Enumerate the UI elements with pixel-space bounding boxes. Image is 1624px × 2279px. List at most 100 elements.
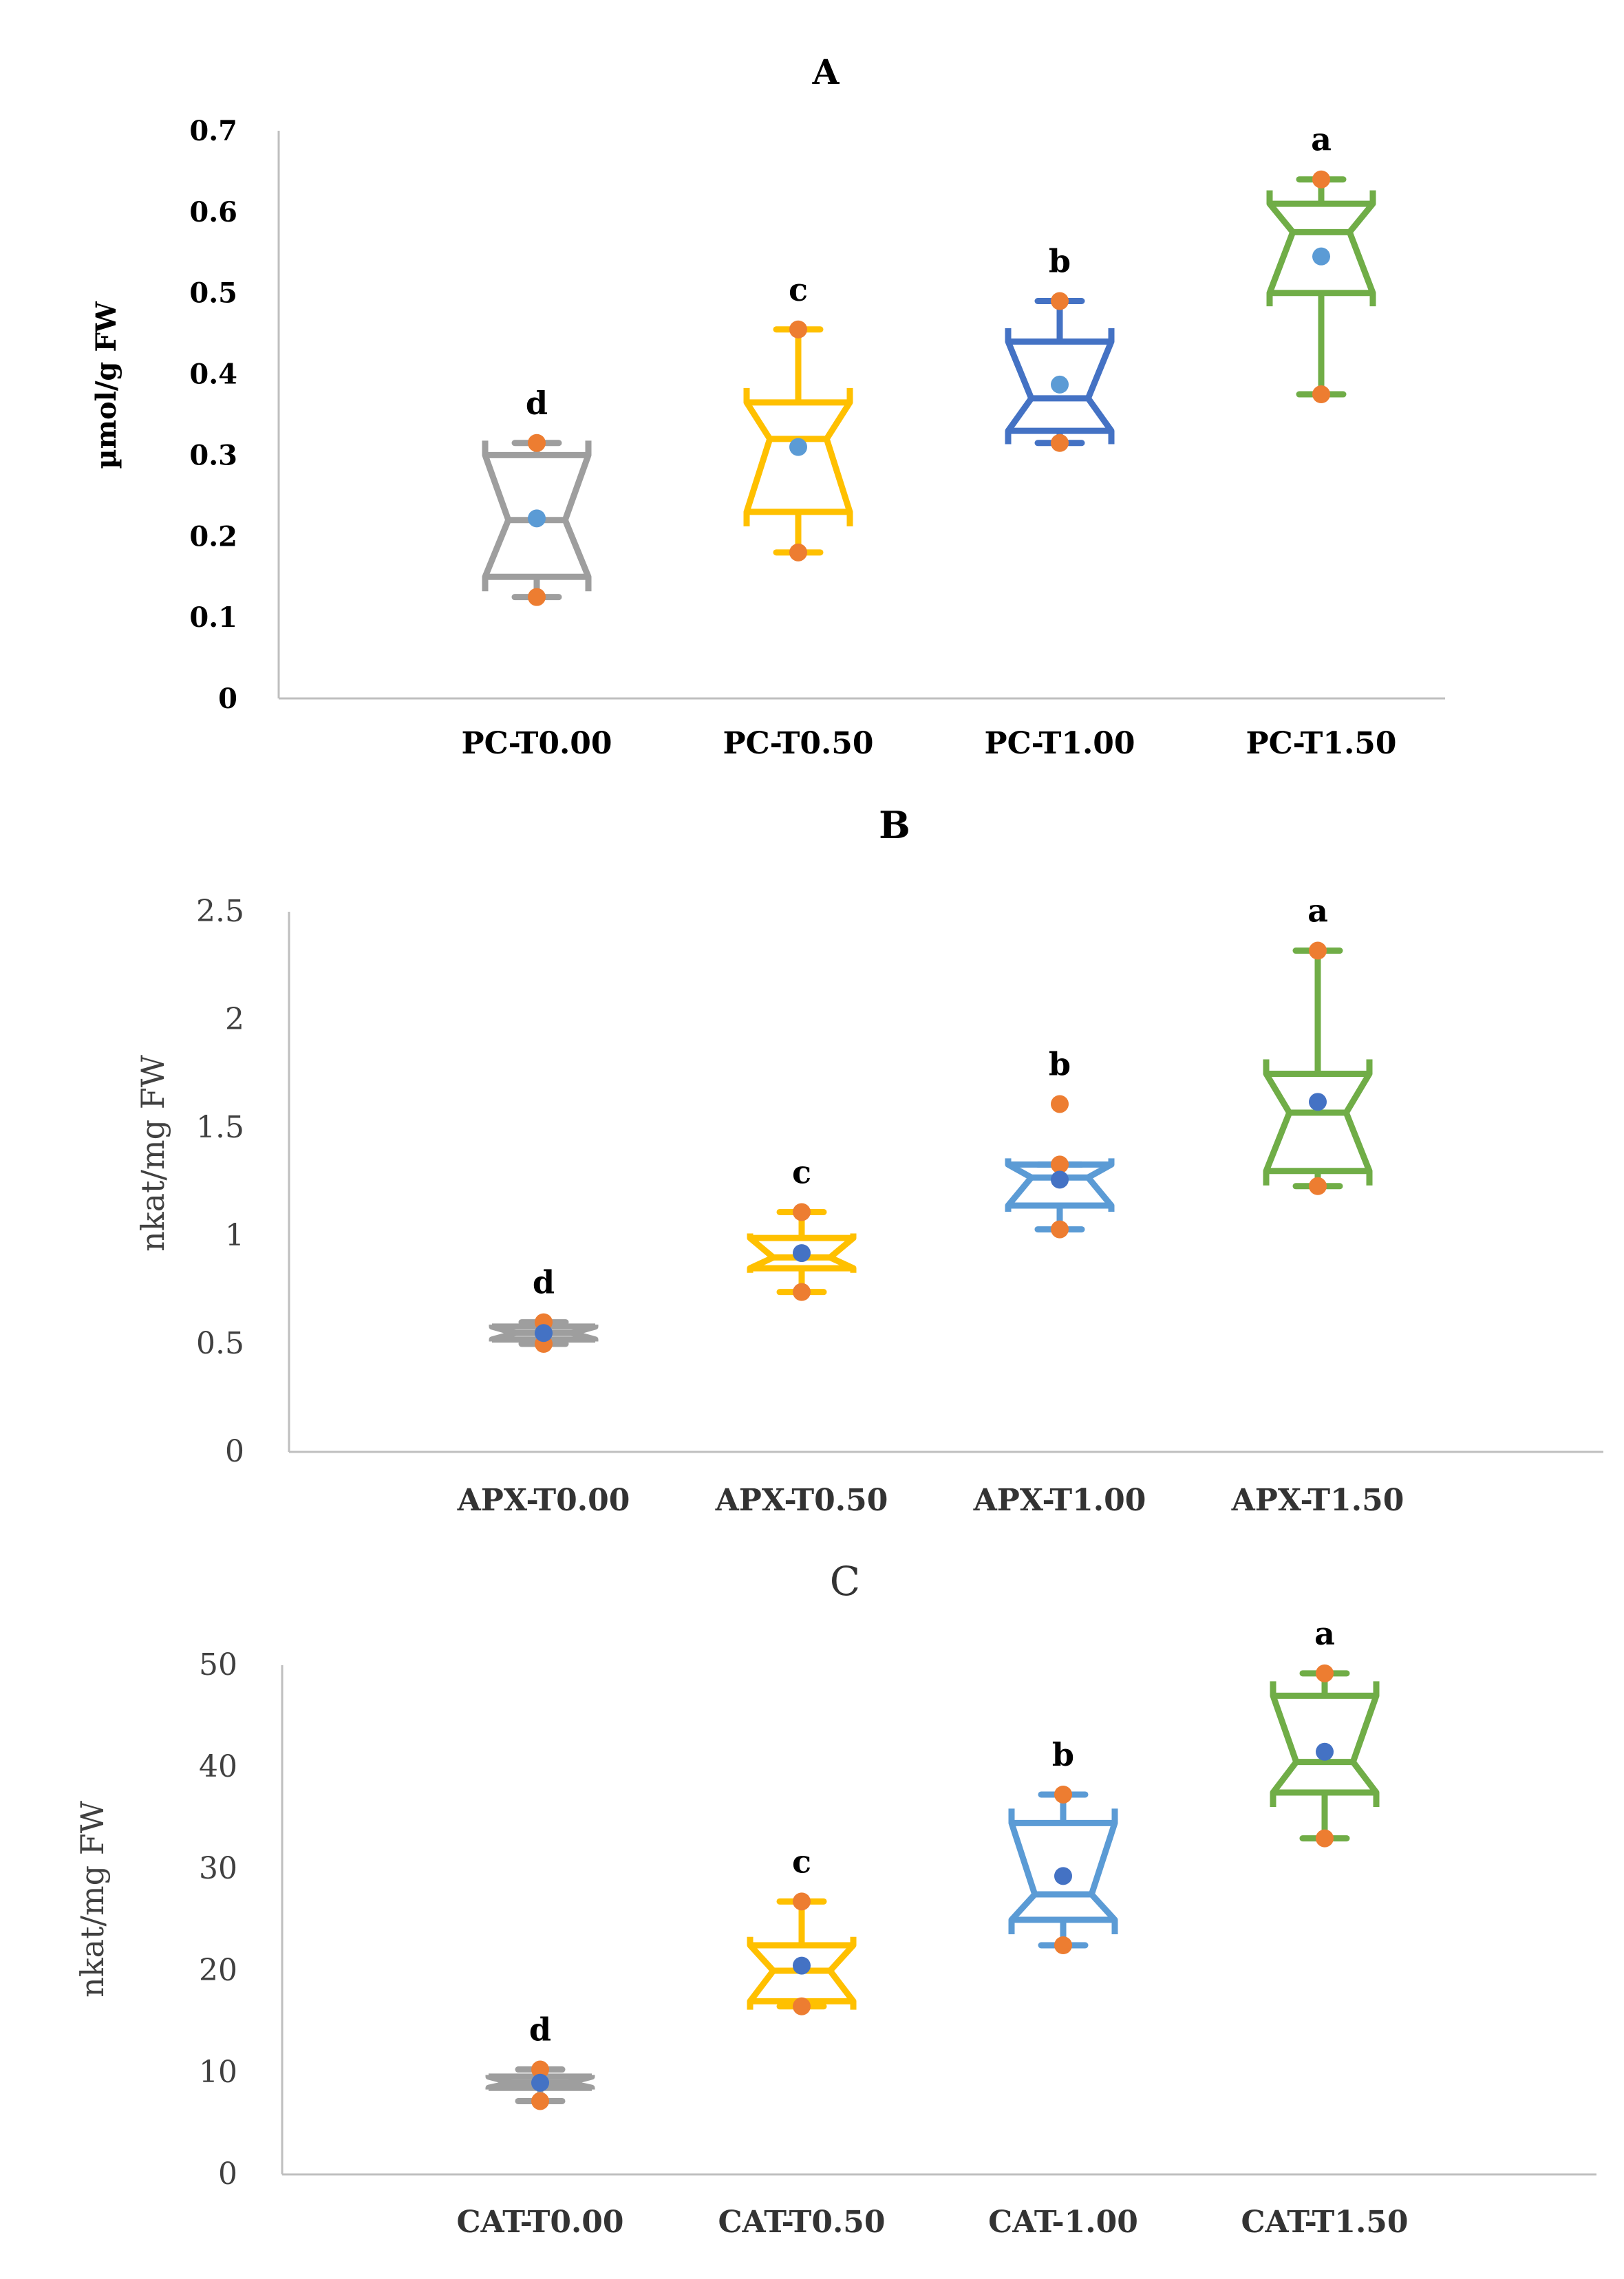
mean-point [793, 1244, 811, 1263]
significance-letter: b [1049, 243, 1071, 280]
y-tick-label: 0.2 [189, 520, 237, 553]
y-tick-label: 0.5 [196, 1326, 244, 1361]
y-axis-title: µmol/g FW [90, 301, 122, 469]
x-tick-label: APX-T1.00 [973, 1483, 1146, 1518]
min-point [1312, 385, 1330, 404]
y-tick-label: 2 [225, 1002, 244, 1037]
min-point [1051, 1220, 1069, 1239]
x-tick-label: APX-T0.50 [715, 1483, 888, 1518]
panel-title: C [830, 1558, 860, 1605]
box-APX-T0.00: d [489, 1264, 599, 1353]
y-tick-label: 0 [225, 1434, 244, 1469]
x-tick-label: APX-T0.00 [457, 1483, 630, 1518]
panel-a: A µmol/g FW 0 0.1 0.2 0.3 0.4 0.5 0.6 0.7 PC-T0.… [90, 52, 1445, 761]
y-tick-label: 50 [199, 1647, 237, 1682]
x-tick-label: APX-T1.50 [1231, 1483, 1404, 1518]
min-point [1051, 434, 1069, 452]
significance-letter: a [1314, 1615, 1335, 1652]
min-point [1054, 1936, 1072, 1954]
significance-letter: d [526, 385, 548, 422]
panel-c: C nkat/mg FW 0 10 20 30 40 50 CAT-T0.00 CAT-T0.… [74, 1558, 1596, 2240]
y-tick-label: 40 [199, 1749, 237, 1784]
axes: 0 0.5 1 1.5 2 2.5 APX-T0.00 APX-T0.50 APX-T1.00 A… [196, 894, 1603, 1518]
significance-letter: c [792, 1153, 811, 1190]
max-point [789, 320, 807, 339]
y-tick-label: 1.5 [196, 1110, 244, 1145]
y-tick-label: 10 [199, 2055, 237, 2090]
min-point [1309, 1177, 1327, 1195]
mean-point [528, 509, 546, 528]
min-point [793, 1997, 811, 2015]
mean-point [1054, 1867, 1072, 1885]
box-CAT-1.00: b [1008, 1736, 1118, 1954]
mean-point [1309, 1093, 1327, 1111]
significance-letter: a [1311, 121, 1332, 158]
y-axis-title: nkat/mg FW [134, 1054, 171, 1252]
min-point [793, 1283, 811, 1301]
max-point [1054, 1785, 1072, 1804]
y-tick-label: 0.5 [189, 277, 237, 310]
box-APX-T1.00: b [1005, 1045, 1115, 1239]
box-APX-T1.50: a [1263, 892, 1373, 1195]
mean-point [1316, 1742, 1334, 1761]
box-CAT-T0.00: d [485, 2011, 595, 2110]
x-tick-label: CAT-1.00 [988, 2205, 1138, 2240]
mean-point [1312, 247, 1330, 266]
outlier-point [1051, 1095, 1069, 1113]
min-point [1316, 1829, 1334, 1848]
mean-point [789, 438, 807, 456]
significance-letter: a [1307, 892, 1328, 930]
y-tick-label: 0.7 [189, 115, 237, 147]
y-tick-label: 0.3 [189, 439, 237, 471]
boxes: d c b a [482, 121, 1376, 606]
x-tick-label: CAT-T0.00 [456, 2205, 623, 2240]
max-point [1051, 1155, 1069, 1174]
max-point [531, 2060, 549, 2079]
mean-point [535, 1324, 553, 1342]
y-axis-title: nkat/mg FW [74, 1800, 111, 1998]
max-point [793, 1892, 811, 1911]
panel-title: B [879, 803, 910, 847]
box-CAT-T0.50: c [747, 1843, 857, 2015]
y-tick-label: 0.1 [189, 601, 237, 634]
boxes: d c b a [485, 1615, 1380, 2110]
significance-letter: b [1052, 1736, 1074, 1773]
y-tick-label: 20 [199, 1953, 237, 1988]
y-tick-label: 0 [218, 683, 237, 715]
y-tick-label: 0 [218, 2157, 237, 2192]
max-point [528, 434, 546, 452]
x-tick-label: CAT-T1.50 [1241, 2205, 1408, 2240]
panel-b: B nkat/mg FW 0 0.5 1 1.5 2 2.5 APX-T0.00 APX-T0… [134, 803, 1603, 1518]
max-point [1316, 1664, 1334, 1682]
box-APX-T0.50: c [747, 1153, 857, 1301]
mean-point [1051, 375, 1069, 394]
significance-letter: c [792, 1843, 811, 1880]
y-tick-label: 2.5 [196, 894, 244, 929]
mean-point [793, 1956, 811, 1975]
boxes: d c b a [489, 892, 1373, 1353]
significance-letter: d [529, 2011, 551, 2048]
axes: 0 10 20 30 40 50 CAT-T0.00 CAT-T0.50 CAT-1.00 CAT… [199, 1647, 1596, 2240]
max-point [1309, 941, 1327, 960]
y-tick-label: 0.6 [189, 196, 237, 228]
box-PC-T0.00: d [482, 385, 592, 606]
x-tick-label: PC-T0.00 [462, 726, 612, 761]
max-point [793, 1203, 811, 1221]
box-outline [1263, 1059, 1373, 1186]
significance-letter: c [789, 271, 808, 308]
max-point [1051, 292, 1069, 310]
box-PC-T1.00: b [1005, 243, 1115, 452]
x-tick-label: PC-T1.00 [985, 726, 1135, 761]
panel-title: A [812, 52, 840, 92]
x-tick-label: PC-T0.50 [723, 726, 874, 761]
y-tick-label: 30 [199, 1851, 237, 1886]
y-tick-label: 1 [225, 1218, 244, 1253]
x-tick-label: PC-T1.50 [1246, 726, 1397, 761]
mean-point [531, 2073, 549, 2092]
mean-point [1051, 1170, 1069, 1189]
box-outline [743, 387, 853, 526]
box-PC-T1.50: a [1266, 121, 1376, 404]
axes: 0 0.1 0.2 0.3 0.4 0.5 0.6 0.7 PC-T0.00 PC-T0.50 PC… [189, 115, 1445, 761]
significance-letter: b [1049, 1045, 1071, 1082]
